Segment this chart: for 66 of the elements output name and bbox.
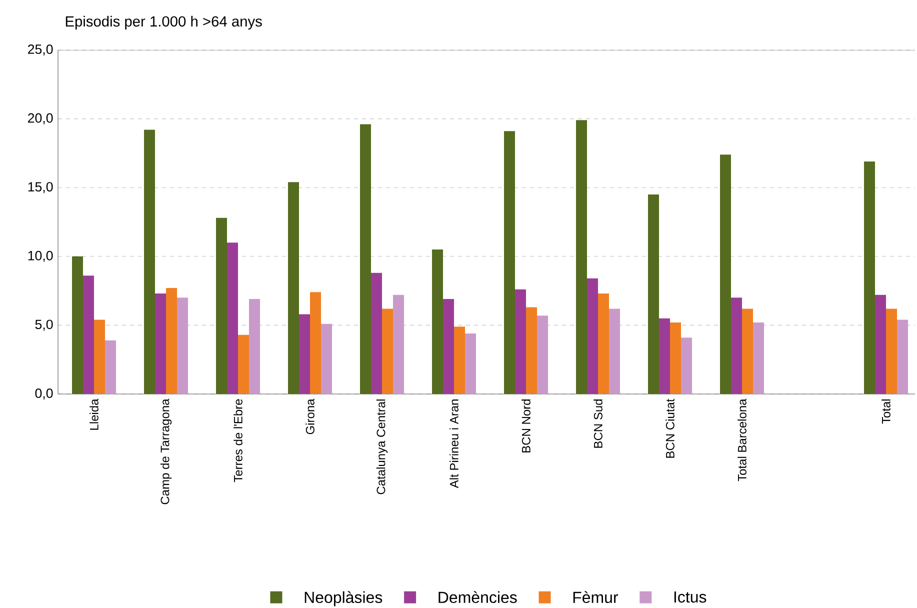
bar bbox=[432, 250, 444, 394]
bar bbox=[598, 294, 610, 394]
x-tick-label: Alt Pirineu i Aran bbox=[450, 400, 458, 488]
bar bbox=[659, 318, 670, 394]
bar bbox=[875, 294, 886, 394]
legend-label: Demències bbox=[438, 591, 517, 604]
legend-label: Fèmur bbox=[573, 591, 618, 604]
bar bbox=[371, 272, 382, 394]
bar bbox=[886, 308, 898, 394]
bar bbox=[94, 320, 106, 394]
bar bbox=[864, 161, 876, 394]
bar bbox=[897, 320, 908, 394]
bar bbox=[105, 340, 116, 394]
bar bbox=[321, 324, 332, 394]
bar bbox=[299, 314, 310, 394]
bar bbox=[83, 276, 94, 394]
bar bbox=[576, 120, 588, 394]
x-tick-label: Lleida bbox=[90, 398, 98, 430]
bar bbox=[216, 218, 227, 394]
bar bbox=[609, 308, 620, 394]
bar bbox=[454, 326, 466, 394]
x-tick-label: BCN Ciutat bbox=[666, 398, 674, 458]
bar bbox=[382, 308, 394, 394]
y-tick-label: 5,0 bbox=[35, 320, 53, 331]
x-tick-label: Catalunya Central bbox=[376, 400, 388, 494]
bar bbox=[504, 131, 515, 394]
bar bbox=[238, 334, 250, 394]
bar bbox=[155, 294, 166, 394]
x-tick-label: Total bbox=[882, 400, 890, 424]
bar bbox=[731, 298, 742, 394]
bar bbox=[537, 316, 548, 394]
bar bbox=[720, 154, 732, 394]
bar bbox=[670, 322, 682, 394]
bar bbox=[681, 338, 692, 394]
y-tick-label: 0,0 bbox=[35, 388, 53, 400]
bar bbox=[177, 298, 188, 394]
bar bbox=[587, 278, 598, 394]
bar bbox=[310, 292, 322, 394]
y-axis-title: Episodis per 1.000 h >64 anys bbox=[66, 16, 262, 30]
bar bbox=[526, 307, 538, 394]
y-tick-label: 20,0 bbox=[28, 113, 53, 124]
x-tick-label: BCN Nord bbox=[522, 400, 530, 452]
bar bbox=[166, 288, 177, 394]
bar bbox=[227, 242, 238, 394]
bar bbox=[515, 289, 526, 394]
bar bbox=[465, 333, 476, 394]
bar bbox=[72, 256, 83, 394]
x-tick-label: BCN Sud bbox=[594, 400, 602, 448]
legend-label: Ictus bbox=[674, 592, 706, 603]
bar bbox=[393, 294, 404, 394]
bar bbox=[144, 130, 156, 394]
x-tick-label: Terres de l'Ebre bbox=[234, 399, 242, 482]
x-tick-label: Total Barcelona bbox=[738, 398, 746, 482]
y-tick-label: 25,0 bbox=[28, 44, 53, 56]
x-tick-label: Camp de Tarragona bbox=[160, 398, 172, 504]
bar bbox=[249, 299, 260, 394]
bar bbox=[753, 322, 764, 394]
bar bbox=[288, 182, 300, 394]
bar bbox=[648, 194, 660, 394]
bar bbox=[443, 299, 454, 394]
y-tick-label: 10,0 bbox=[28, 250, 53, 262]
y-tick-label: 15,0 bbox=[28, 182, 53, 194]
bar bbox=[360, 124, 371, 394]
bar bbox=[742, 308, 754, 394]
legend-label: Neoplàsies bbox=[304, 591, 382, 606]
x-tick-label: Girona bbox=[306, 398, 314, 434]
